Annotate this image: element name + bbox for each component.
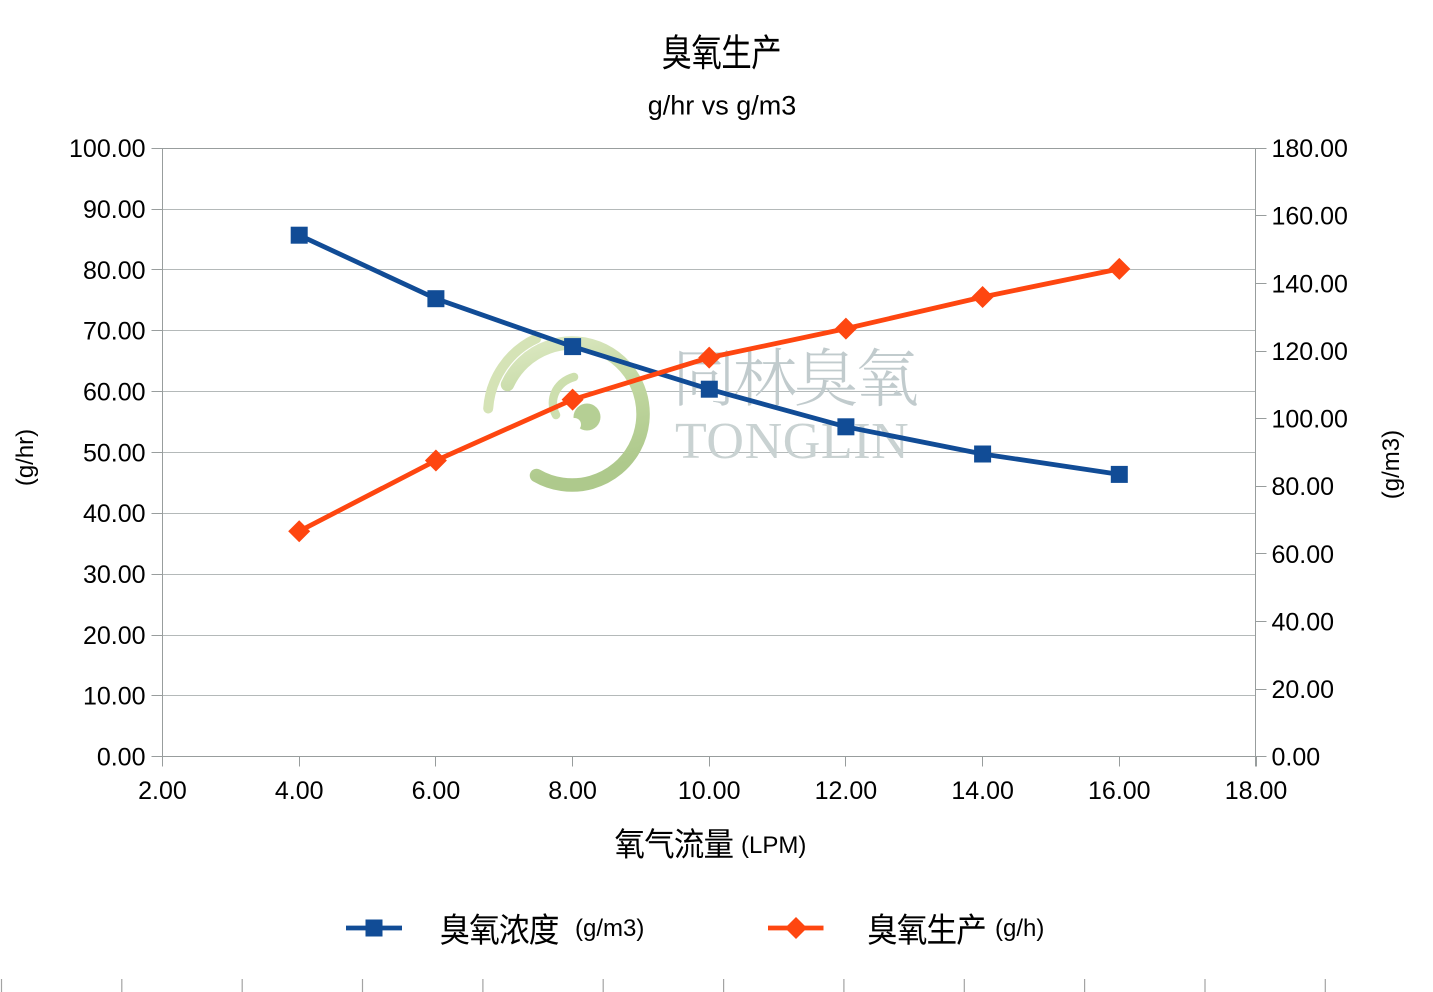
svg-text:80.00: 80.00 xyxy=(1272,473,1335,501)
svg-text:30.00: 30.00 xyxy=(83,561,146,589)
svg-text:20.00: 20.00 xyxy=(1272,676,1335,704)
svg-text:90.00: 90.00 xyxy=(83,196,146,224)
svg-text:(g/hr): (g/hr) xyxy=(12,429,39,486)
svg-text:140.00: 140.00 xyxy=(1272,270,1348,298)
svg-text:14.00: 14.00 xyxy=(951,777,1014,805)
svg-text:100.00: 100.00 xyxy=(1272,406,1348,434)
svg-text:10.00: 10.00 xyxy=(83,683,146,711)
svg-text:(LPM): (LPM) xyxy=(741,832,806,859)
svg-text:20.00: 20.00 xyxy=(83,622,146,650)
svg-text:100.00: 100.00 xyxy=(69,135,145,163)
svg-text:0.00: 0.00 xyxy=(1272,744,1321,772)
svg-text:80.00: 80.00 xyxy=(83,257,146,285)
svg-text:160.00: 160.00 xyxy=(1272,203,1348,231)
svg-text:2.00: 2.00 xyxy=(138,777,187,805)
svg-text:4.00: 4.00 xyxy=(275,777,324,805)
svg-text:180.00: 180.00 xyxy=(1272,135,1348,163)
svg-text:0.00: 0.00 xyxy=(97,744,146,772)
svg-text:10.00: 10.00 xyxy=(678,777,741,805)
svg-text:18.00: 18.00 xyxy=(1225,777,1288,805)
svg-text:8.00: 8.00 xyxy=(548,777,597,805)
svg-text:120.00: 120.00 xyxy=(1272,338,1348,366)
svg-text:(g/h): (g/h) xyxy=(995,915,1044,942)
svg-text:70.00: 70.00 xyxy=(83,318,146,346)
svg-text:60.00: 60.00 xyxy=(1272,541,1335,569)
svg-text:12.00: 12.00 xyxy=(815,777,878,805)
svg-text:40.00: 40.00 xyxy=(83,500,146,528)
svg-text:50.00: 50.00 xyxy=(83,439,146,467)
svg-text:g/hr vs g/m3: g/hr vs g/m3 xyxy=(648,91,797,121)
svg-text:40.00: 40.00 xyxy=(1272,608,1335,636)
svg-text:(g/m3): (g/m3) xyxy=(1378,430,1405,499)
svg-text:(g/m3): (g/m3) xyxy=(575,915,644,942)
svg-text:16.00: 16.00 xyxy=(1088,777,1151,805)
svg-text:6.00: 6.00 xyxy=(412,777,461,805)
svg-text:60.00: 60.00 xyxy=(83,379,146,407)
svg-text:TONGLIN: TONGLIN xyxy=(675,413,909,470)
